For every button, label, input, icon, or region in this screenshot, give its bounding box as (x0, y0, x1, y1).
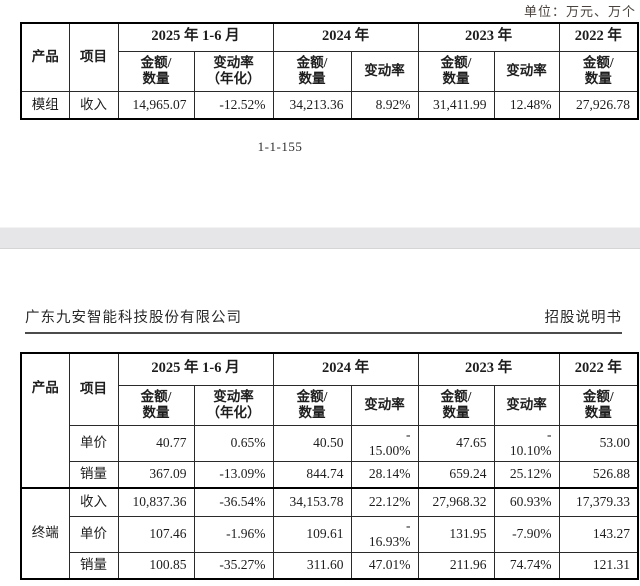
value-cell: 17,379.33 (558, 487, 639, 517)
col-header-period-2023: 2023 年 (417, 352, 560, 386)
item-cell: 销量 (68, 460, 119, 489)
value-cell: 28.14% (350, 460, 419, 489)
table-header-row: 产品 项目 2025 年 1-6 月 2024 年 2023 年 2022 年 (20, 352, 639, 489)
value-cell: -36.54% (193, 487, 274, 517)
doc-type-label: 招股说明书 (544, 310, 622, 326)
table-row: 终端 收入 10,837.36 -36.54% 34,153.78 22.12%… (20, 487, 639, 580)
page-number: 1-1-155 (257, 139, 303, 154)
col-header-product: 产品 (20, 22, 70, 92)
table-header-row: 产品 项目 2025 年 1-6 月 2024 年 2023 年 2022 年 (20, 22, 639, 92)
value-cell: 31,411.99 (417, 90, 495, 120)
col-header-amount: 金额/ 数量 (558, 50, 639, 92)
value-cell: 25.12% (493, 460, 560, 489)
col-header-change-annualized: 变动率 （年化） (193, 50, 274, 92)
col-header-amount: 金额/ 数量 (558, 384, 639, 426)
page-separator (0, 227, 640, 249)
table-row: 模组 收入 14,965.07 -12.52% 34,213.36 8.92% … (20, 90, 639, 120)
value-cell: 34,153.78 (272, 487, 352, 517)
value-cell: - 10.10% (493, 424, 560, 462)
value-cell: 47.01% (350, 551, 419, 580)
item-cell: 收入 (68, 90, 119, 120)
value-cell: 12.48% (493, 90, 560, 120)
col-header-period-2022: 2022 年 (558, 352, 639, 386)
col-header-change: 变动率 (350, 384, 419, 426)
value-cell: 109.61 (272, 515, 352, 553)
table-row: 单价 40.77 0.65% 40.50 - 15.00% 47.65 - 10… (21, 424, 639, 462)
value-cell: 526.88 (558, 460, 639, 489)
value-cell: 40.50 (272, 424, 352, 462)
col-header-amount: 金额/ 数量 (117, 384, 195, 426)
col-header-period-2025h1: 2025 年 1-6 月 (117, 22, 274, 52)
col-header-change: 变动率 (493, 384, 560, 426)
value-cell: 100.85 (117, 551, 195, 580)
value-cell: 60.93% (493, 487, 560, 517)
value-cell: -35.27% (193, 551, 274, 580)
value-cell: 659.24 (417, 460, 495, 489)
company-name: 广东九安智能科技股份有限公司 (25, 310, 242, 326)
terminal-sales-table: 产品 项目 2025 年 1-6 月 2024 年 2023 年 2022 年 … (20, 352, 639, 580)
value-cell: 107.46 (117, 515, 195, 553)
col-header-amount: 金额/ 数量 (272, 50, 352, 92)
unit-label: 单位：万元、万个 (523, 4, 636, 19)
value-cell: 131.95 (417, 515, 495, 553)
col-header-amount: 金额/ 数量 (417, 50, 495, 92)
value-cell: -1.96% (193, 515, 274, 553)
col-header-change: 变动率 (493, 50, 560, 92)
value-cell: 53.00 (558, 424, 639, 462)
product-cell: 模组 (20, 90, 70, 120)
value-cell: - 16.93% (350, 515, 419, 553)
value-cell: -7.90% (493, 515, 560, 553)
document-header: 广东九安智能科技股份有限公司 招股说明书 (25, 306, 622, 334)
table-row: 销量 367.09 -13.09% 844.74 28.14% 659.24 2… (21, 460, 639, 489)
col-header-period-2024: 2024 年 (272, 22, 419, 52)
item-cell: 销量 (68, 551, 119, 580)
value-cell: 27,926.78 (558, 90, 639, 120)
value-cell: 0.65% (193, 424, 274, 462)
value-cell: -13.09% (193, 460, 274, 489)
col-header-amount: 金额/ 数量 (417, 384, 495, 426)
table-subheader-row: 金额/ 数量 变动率 （年化） 金额/ 数量 变动率 金额/ 数量 变动率 金额… (21, 384, 639, 426)
table-subheader-row: 金额/ 数量 变动率 （年化） 金额/ 数量 变动率 金额/ 数量 变动率 金额… (21, 50, 639, 92)
value-cell: 311.60 (272, 551, 352, 580)
value-cell: 367.09 (117, 460, 195, 489)
table-row: 销量 100.85 -35.27% 311.60 47.01% 211.96 7… (21, 551, 639, 580)
item-cell: 单价 (68, 424, 119, 462)
value-cell: 211.96 (417, 551, 495, 580)
col-header-period-2025h1: 2025 年 1-6 月 (117, 352, 274, 386)
col-header-item: 项目 (68, 352, 119, 426)
value-cell: 47.65 (417, 424, 495, 462)
product-cell: 终端 (20, 487, 70, 580)
value-cell: 121.31 (558, 551, 639, 580)
col-header-period-2024: 2024 年 (272, 352, 419, 386)
value-cell: 844.74 (272, 460, 352, 489)
value-cell: -12.52% (193, 90, 274, 120)
col-header-change-annualized: 变动率 （年化） (193, 384, 274, 426)
value-cell: 8.92% (350, 90, 419, 120)
table-row: 单价 107.46 -1.96% 109.61 - 16.93% 131.95 … (21, 515, 639, 553)
value-cell: 27,968.32 (417, 487, 495, 517)
item-cell: 单价 (68, 515, 119, 553)
module-revenue-table: 产品 项目 2025 年 1-6 月 2024 年 2023 年 2022 年 … (20, 22, 639, 120)
col-header-period-2022: 2022 年 (558, 22, 639, 52)
col-header-change: 变动率 (350, 50, 419, 92)
col-header-amount: 金额/ 数量 (272, 384, 352, 426)
value-cell: 10,837.36 (117, 487, 195, 517)
value-cell: 14,965.07 (117, 90, 195, 120)
col-header-amount: 金额/ 数量 (117, 50, 195, 92)
col-header-period-2023: 2023 年 (417, 22, 560, 52)
value-cell: 74.74% (493, 551, 560, 580)
col-header-item: 项目 (68, 22, 119, 92)
value-cell: 40.77 (117, 424, 195, 462)
item-cell: 收入 (68, 487, 119, 517)
value-cell: 22.12% (350, 487, 419, 517)
col-header-product: 产品 (20, 352, 70, 489)
value-cell: - 15.00% (350, 424, 419, 462)
value-cell: 143.27 (558, 515, 639, 553)
value-cell: 34,213.36 (272, 90, 352, 120)
